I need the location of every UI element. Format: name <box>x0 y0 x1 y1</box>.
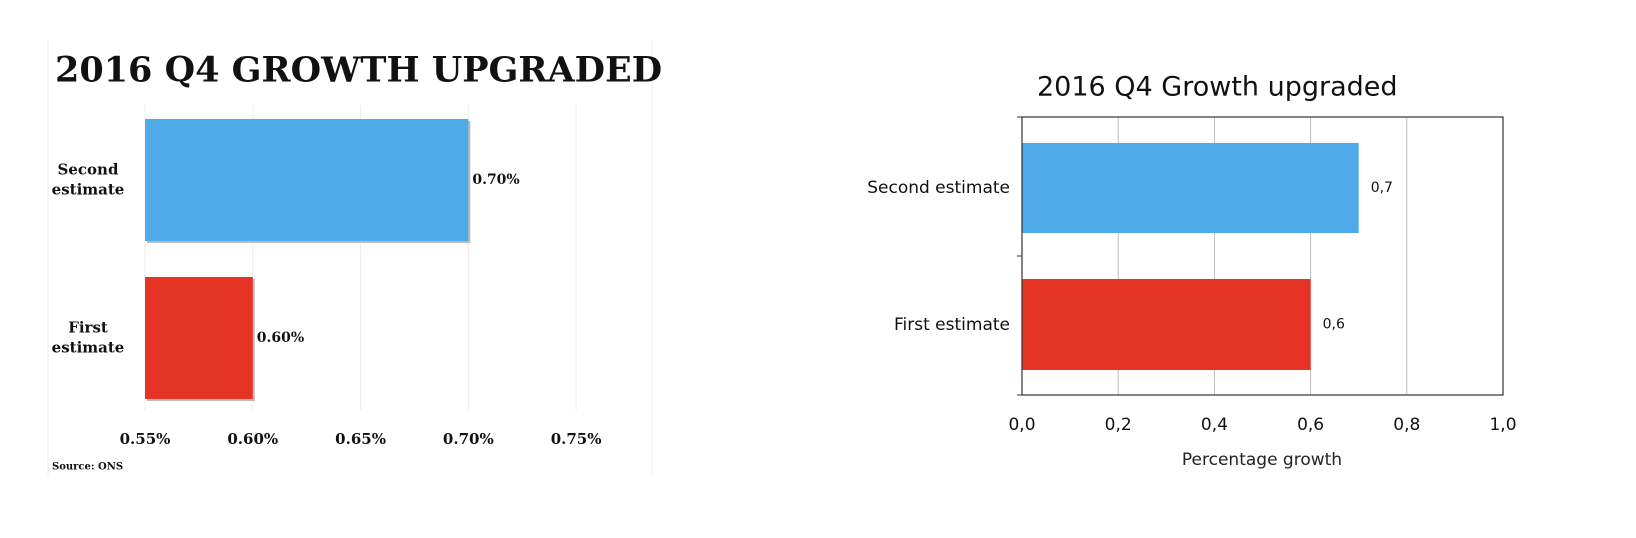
x-tick-label: 0.75% <box>551 430 602 448</box>
bar <box>145 277 253 399</box>
x-tick-label: 0.60% <box>227 430 278 448</box>
x-tick-label: 0,4 <box>1201 415 1228 435</box>
x-tick-label: 1,0 <box>1489 415 1516 435</box>
value-label: 0,7 <box>1371 180 1393 196</box>
x-tick-label: 0.55% <box>120 430 171 448</box>
value-label: 0.70% <box>472 172 519 188</box>
category-label: Second estimate <box>867 177 1010 198</box>
x-tick-label: 0.65% <box>335 430 386 448</box>
source-note: Source: ONS <box>52 462 123 473</box>
x-axis-label: Percentage growth <box>1182 450 1342 470</box>
category-label: Second estimate <box>51 160 125 199</box>
x-tick-label: 0,0 <box>1008 415 1035 435</box>
category-label: First estimate <box>894 314 1010 335</box>
bar <box>1022 143 1359 233</box>
bar <box>1022 279 1311 370</box>
bar <box>145 119 469 241</box>
x-tick-label: 0.70% <box>443 430 494 448</box>
chart-title: 2016 Q4 Growth upgraded <box>1037 72 1398 103</box>
value-label: 0,6 <box>1323 317 1345 333</box>
chart-title: 2016 Q4 GROWTH UPGRADED <box>55 50 662 91</box>
x-tick-label: 0,2 <box>1105 415 1132 435</box>
x-tick-label: 0,8 <box>1393 415 1420 435</box>
x-tick-label: 0,6 <box>1297 415 1324 435</box>
bars <box>145 119 1359 401</box>
category-label: First estimate <box>51 318 125 357</box>
value-label: 0.60% <box>257 330 304 346</box>
